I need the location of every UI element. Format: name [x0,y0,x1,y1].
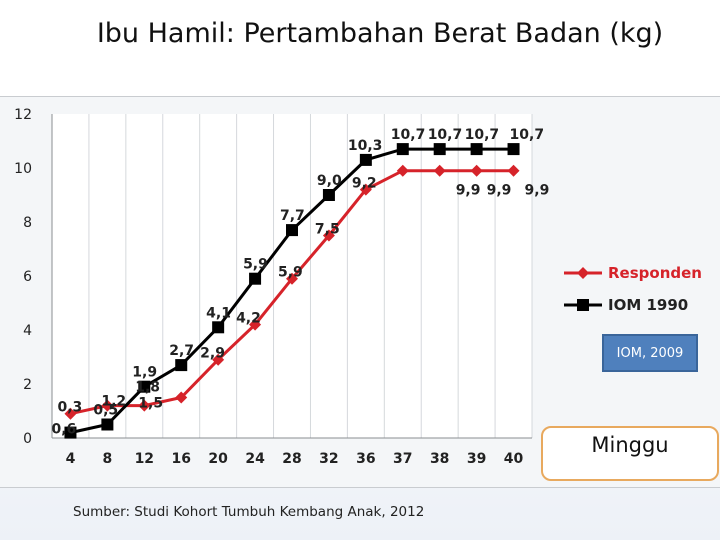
data-label: 0,3 [57,400,82,416]
data-label: 9,0 [317,173,342,189]
data-point [470,164,483,177]
data-point [507,143,520,156]
y-tick-label: 2 [23,377,32,393]
x-tick-label: 37 [393,451,412,467]
data-label: 2,9 [200,346,225,362]
legend-label: IOM 1990 [608,296,688,314]
data-point [286,272,298,285]
data-point [101,399,114,412]
data-point [396,143,409,156]
data-label: 10,7 [428,127,463,143]
y-tick-label: 12 [14,107,32,123]
data-point [322,189,335,201]
data-point [249,318,262,331]
data-label: 0,5 [93,403,118,419]
data-label: 9,9 [456,183,481,199]
x-tick-label: 36 [356,451,375,467]
x-tick-label: 20 [208,451,228,467]
data-label: 5,9 [243,257,268,273]
data-point [212,353,225,366]
slide-title: Ibu Hamil: Pertambahan Berat Badan (kg) [96,18,664,49]
data-point [175,359,188,372]
legend-marker [577,299,589,311]
data-point [64,426,77,439]
y-tick-label: 8 [23,215,32,231]
data-label: 1,5 [138,396,163,412]
data-label: 10,7 [510,127,545,143]
data-point [249,272,262,285]
data-label: 4,2 [236,311,261,327]
data-label: 7,5 [315,222,340,238]
data-point [396,164,409,177]
data-point [138,399,151,412]
data-label: 1,2 [101,394,126,410]
data-point [433,164,446,177]
data-point [470,143,483,156]
data-point [64,407,77,420]
y-tick-label: 0 [23,431,32,447]
x-tick-label: 16 [171,451,190,467]
data-label: 9,9 [525,183,550,199]
data-label: 4,1 [206,305,231,321]
data-label: 10,3 [348,138,383,154]
data-point [433,143,446,156]
data-label: 2,7 [169,343,194,359]
data-label: 9,9 [487,183,512,199]
data-label: 10,7 [391,127,426,143]
data-label: 1,9 [132,365,157,381]
data-label: 9,2 [352,176,377,192]
x-tick-label: 24 [245,451,265,467]
iom-note-box: IOM, 2009 [602,334,698,372]
data-point [507,164,520,177]
data-point [175,391,188,404]
y-tick-label: 10 [14,161,32,177]
data-point [359,183,372,196]
x-tick-label: 32 [319,451,338,467]
x-tick-label: 38 [430,451,449,467]
legend-marker [577,267,589,279]
data-label: 5,9 [278,265,303,281]
y-tick-label: 6 [23,269,32,285]
data-label: 10,7 [465,127,500,143]
data-point [101,418,114,431]
data-point [359,153,372,166]
data-label: 1,8 [135,380,160,396]
data-point [212,321,225,334]
data-point [322,229,335,242]
x-tick-label: 12 [135,451,154,467]
data-label: 7,7 [280,208,305,224]
x-tick-label: 40 [504,451,524,467]
x-tick-label: 39 [467,451,486,467]
y-tick-label: 4 [23,323,32,339]
data-point [286,224,298,237]
chart-frame: 0 2 4 6 8 10 12 4 8 12 16 20 24 28 32 36 37 38 39 40 0,3 0,6 1… [0,96,720,488]
x-tick-label: 28 [282,451,301,467]
x-unit-box: Minggu [541,426,719,481]
data-point [138,380,151,393]
x-tick-label: 8 [103,451,113,467]
source-note: Sumber: Studi Kohort Tumbuh Kembang Anak… [73,504,425,520]
data-label: 0,6 [51,422,76,438]
legend-label: Responden [608,264,702,282]
x-tick-label: 4 [66,451,76,467]
